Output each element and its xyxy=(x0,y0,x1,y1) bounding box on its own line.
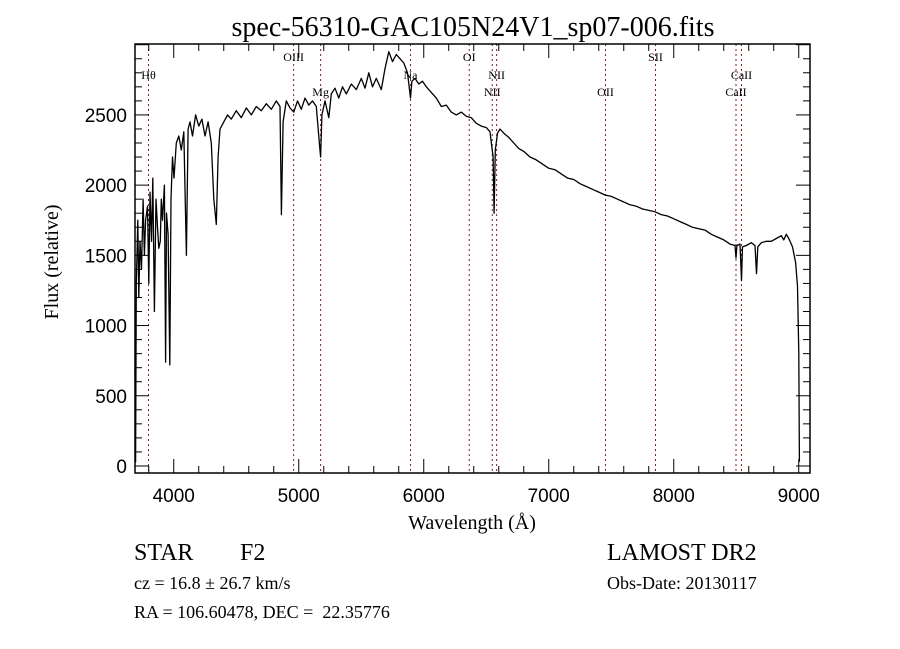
line-label: CaII xyxy=(725,85,746,99)
x-tick-label: 7000 xyxy=(528,486,570,507)
spectrum-line xyxy=(134,51,801,463)
spectrum-series xyxy=(134,51,801,463)
y-tick-label: 2000 xyxy=(85,176,127,197)
y-tick-label: 500 xyxy=(95,387,127,408)
coordinates-line: RA = 106.60478, DEC = 22.35776 xyxy=(134,602,390,622)
y-tick-label: 1500 xyxy=(85,246,127,267)
survey-name: LAMOST DR2 xyxy=(607,540,757,566)
x-tick-label: 9000 xyxy=(778,486,820,507)
line-label: OII xyxy=(597,85,614,99)
y-axis-label: Flux (relative) xyxy=(41,205,63,320)
redshift-line: cz = 16.8 ± 26.7 km/s xyxy=(134,573,291,593)
y-tick-labels: 0 500 1000 1500 2000 2500 xyxy=(85,106,127,478)
chart-title: spec-56310-GAC105N24V1_sp07-006.fits xyxy=(232,12,715,43)
x-tick-label: 6000 xyxy=(403,486,445,507)
x-tick-label: 4000 xyxy=(153,486,195,507)
x-tick-label: 5000 xyxy=(278,486,320,507)
y-tick-label: 2500 xyxy=(85,106,127,127)
object-class: STAR xyxy=(134,540,194,566)
plot-frame xyxy=(134,43,811,474)
object-subclass: F2 xyxy=(240,540,266,566)
line-label: NII xyxy=(488,68,505,82)
x-tick-label: 8000 xyxy=(653,486,695,507)
x-axis-label: Wavelength (Å) xyxy=(408,512,536,534)
line-label: Mg xyxy=(312,85,329,99)
line-label: OIII xyxy=(283,50,304,64)
y-tick-label: 0 xyxy=(116,457,127,478)
line-label: CaII xyxy=(731,68,752,82)
line-markers xyxy=(148,44,742,473)
line-label: SII xyxy=(648,50,663,64)
line-label: OI xyxy=(463,50,476,64)
line-label: Hθ xyxy=(141,68,156,82)
y-tick-label: 1000 xyxy=(85,317,127,338)
line-label: NII xyxy=(484,85,501,99)
x-tick-labels: 4000 5000 6000 7000 8000 9000 xyxy=(153,486,820,507)
obs-date: Obs-Date: 20130117 xyxy=(607,573,757,593)
axis-ticks xyxy=(135,44,810,473)
